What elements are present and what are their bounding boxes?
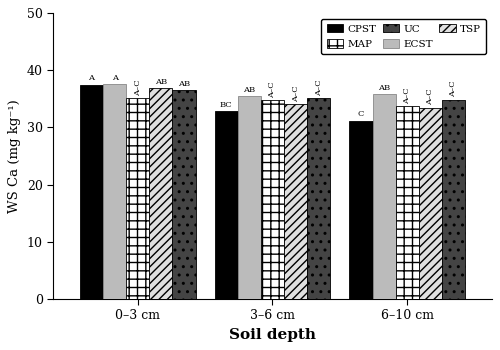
Text: AB: AB (378, 84, 390, 91)
Text: A: A (112, 74, 117, 82)
Bar (307, 98, 330, 299)
Text: A: A (88, 75, 94, 82)
Text: AB: AB (155, 78, 167, 86)
Text: C: C (358, 110, 364, 118)
Text: A–C: A–C (134, 79, 142, 96)
Bar (150, 88, 172, 299)
Legend: CPST, MAP, UC, ECST, TSP: CPST, MAP, UC, ECST, TSP (322, 19, 486, 54)
Bar (372, 94, 396, 299)
Text: BC: BC (220, 101, 232, 109)
Bar (284, 104, 307, 299)
Text: AB: AB (178, 80, 190, 88)
Bar (442, 99, 465, 299)
Bar (214, 112, 238, 299)
Text: AB: AB (244, 86, 256, 94)
Text: A–C: A–C (292, 85, 300, 102)
Text: A–C: A–C (426, 89, 434, 105)
Text: A–C: A–C (450, 80, 458, 97)
Bar (103, 84, 126, 299)
Text: A–C: A–C (268, 81, 276, 98)
Y-axis label: WS Ca (mg kg⁻¹): WS Ca (mg kg⁻¹) (8, 99, 22, 213)
Bar (172, 90, 196, 299)
Bar (261, 100, 284, 299)
Bar (350, 121, 372, 299)
Bar (419, 107, 442, 299)
X-axis label: Soil depth: Soil depth (229, 328, 316, 342)
Bar (396, 106, 419, 299)
Text: A–C: A–C (314, 79, 322, 96)
Bar (126, 98, 150, 299)
Text: A–C: A–C (403, 87, 411, 104)
Bar (238, 96, 261, 299)
Bar (80, 85, 103, 299)
